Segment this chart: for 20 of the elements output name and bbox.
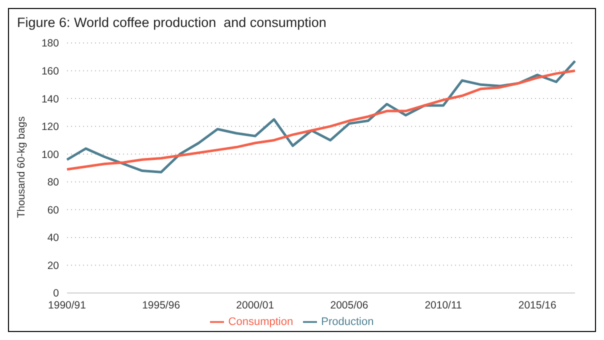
x-tick-label: 1995/96 <box>142 299 180 312</box>
legend-label: Production <box>321 316 374 328</box>
y-tick-label: 80 <box>47 176 60 189</box>
y-tick-label: 120 <box>41 121 60 134</box>
x-tick-label: 1990/91 <box>48 299 86 312</box>
y-tick-label: 20 <box>47 260 60 272</box>
y-tick-label: 160 <box>41 66 60 78</box>
x-tick-label: 2010/11 <box>424 299 462 312</box>
y-tick-label: 140 <box>41 93 60 106</box>
legend-label: Consumption <box>228 316 294 328</box>
x-tick-label: 2015/16 <box>518 299 556 312</box>
y-axis-title: Thousand 60-kg bags <box>16 116 28 218</box>
y-tick-label: 40 <box>47 232 60 244</box>
y-tick-label: 180 <box>41 38 60 50</box>
x-tick-label: 2000/01 <box>236 299 274 312</box>
chart-title: Figure 6: World coffee production and consumption <box>16 14 328 32</box>
y-tick-label: 60 <box>47 204 60 216</box>
y-tick-label: 0 <box>53 288 60 300</box>
y-tick-label: 100 <box>41 148 60 161</box>
x-tick-label: 2005/06 <box>330 299 368 312</box>
